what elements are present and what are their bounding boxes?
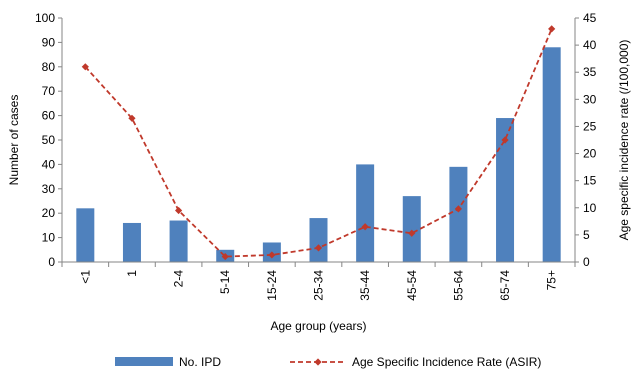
x-tick-label-1: 1	[125, 270, 139, 277]
bar-8	[449, 166, 468, 262]
y-tick-label-right-4: 20	[583, 147, 597, 161]
asir-point-3	[221, 252, 229, 261]
legend-label-ipd: No. IPD	[179, 355, 221, 369]
x-tick-label-8: 55-64	[451, 270, 465, 301]
y-tick-label-left-7: 70	[42, 84, 56, 98]
y-tick-label-right-2: 10	[583, 201, 597, 215]
y-tick-label-left-6: 60	[42, 109, 56, 123]
x-tick-label-2: 2-4	[172, 270, 186, 288]
bar-5	[309, 218, 328, 262]
bar-10	[542, 47, 561, 262]
x-tick-label-3: 5-14	[218, 270, 232, 294]
asir-point-4	[268, 251, 276, 259]
x-tick-label-10: 75+	[545, 270, 559, 290]
asir-point-7	[408, 229, 416, 237]
x-tick-label-0: <1	[78, 270, 92, 284]
y-tick-label-left-5: 50	[42, 133, 56, 147]
bar-1	[122, 222, 141, 262]
y-tick-label-right-9: 45	[583, 11, 597, 25]
x-tick-label-9: 65-74	[498, 270, 512, 301]
asir-point-8	[454, 205, 463, 213]
y-tick-label-left-10: 100	[35, 11, 55, 25]
asir-point-9	[501, 136, 509, 144]
legend-marker-asir	[314, 358, 322, 366]
y-tick-label-right-5: 25	[583, 119, 597, 133]
y-tick-label-right-0: 0	[583, 255, 590, 269]
asir-point-1	[128, 114, 136, 122]
y-tick-label-right-6: 30	[583, 92, 597, 106]
y-tick-label-left-4: 40	[42, 157, 56, 171]
bar-2	[169, 220, 188, 262]
y-tick-label-left-9: 90	[42, 35, 56, 49]
y-tick-label-left-1: 10	[42, 231, 56, 245]
y-axis-title-right: Age specific incidence rate (/100,000)	[617, 40, 631, 241]
y-axis-title-left: Number of cases	[7, 95, 21, 186]
legend-swatch-ipd	[115, 357, 173, 366]
legend-label-asir: Age Specific Incidence Rate (ASIR)	[352, 355, 541, 369]
asir-point-2	[174, 206, 183, 215]
asir-point-5	[314, 244, 323, 252]
y-tick-label-right-3: 15	[583, 174, 597, 188]
x-tick-label-5: 25-34	[312, 270, 326, 301]
x-axis-title: Age group (years)	[270, 319, 366, 333]
y-tick-label-right-1: 5	[583, 228, 590, 242]
x-tick-label-7: 45-54	[405, 270, 419, 301]
bar-0	[76, 208, 95, 262]
bar-6	[356, 164, 375, 262]
bar-7	[402, 196, 421, 262]
asir-point-10	[548, 25, 556, 33]
x-tick-label-4: 15-24	[265, 270, 279, 301]
y-tick-label-left-3: 30	[42, 182, 56, 196]
bar-9	[496, 118, 515, 262]
x-tick-label-6: 35-44	[358, 270, 372, 301]
y-tick-label-left-8: 80	[42, 60, 56, 74]
y-tick-label-left-0: 0	[48, 255, 55, 269]
asir-point-0	[81, 63, 89, 71]
y-tick-label-left-2: 20	[42, 206, 56, 220]
y-tick-label-right-8: 40	[583, 38, 597, 52]
asir-point-6	[361, 223, 369, 231]
y-tick-label-right-7: 35	[583, 65, 597, 79]
